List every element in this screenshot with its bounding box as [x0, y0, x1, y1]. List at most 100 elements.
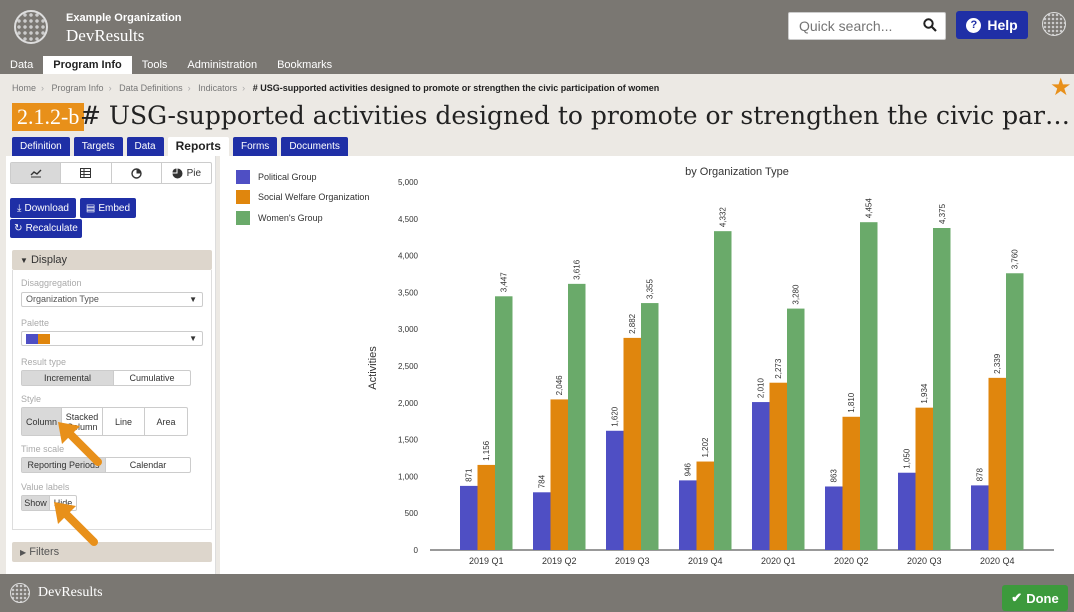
recalculate-button[interactable]: ↻ Recalculate — [10, 219, 82, 238]
tab-targets[interactable]: Targets — [73, 137, 123, 156]
breadcrumb: Home › Program Info › Data Definitions › In… — [12, 83, 660, 93]
bar-value-label: 784 — [538, 474, 547, 488]
legend-label: Political Group — [258, 172, 317, 182]
palette-swatch-orange — [38, 334, 50, 345]
bar-value-label: 2,339 — [993, 353, 1002, 374]
download-button[interactable]: ⤓ Download — [10, 198, 76, 218]
tab-data[interactable]: Data — [126, 137, 164, 156]
chart-type-line-button[interactable] — [11, 163, 62, 183]
quick-search-input[interactable] — [789, 13, 909, 39]
result-type-incremental[interactable]: Incremental — [22, 371, 114, 385]
help-button[interactable]: ? Help — [956, 11, 1028, 39]
search-icon[interactable] — [923, 18, 937, 32]
bar[interactable] — [988, 377, 1007, 550]
org-name: Example Organization — [66, 12, 182, 24]
style-area[interactable]: Area — [156, 416, 176, 427]
embed-label: Embed — [98, 202, 131, 214]
bar[interactable] — [898, 472, 916, 550]
bar-value-label: 1,810 — [847, 392, 856, 413]
legend-item-political-group[interactable]: Political Group — [236, 170, 317, 184]
result-type-cumulative[interactable]: Cumulative — [129, 373, 175, 383]
bar[interactable] — [606, 430, 624, 550]
bar[interactable] — [1006, 273, 1024, 550]
bar[interactable] — [641, 303, 659, 550]
bar[interactable] — [933, 228, 951, 550]
refresh-icon: ↻ — [14, 223, 23, 234]
time-scale-calendar[interactable]: Calendar — [129, 460, 167, 470]
tab-forms[interactable]: Forms — [232, 137, 278, 156]
bar[interactable] — [860, 222, 878, 550]
tab-documents[interactable]: Documents — [281, 137, 348, 156]
bar-value-label: 1,934 — [920, 383, 929, 404]
done-label: Done — [1026, 590, 1059, 606]
value-labels-show[interactable]: Show — [22, 496, 50, 510]
done-button[interactable]: ✔ Done — [1002, 585, 1068, 611]
y-tick-label: 1,500 — [398, 436, 419, 445]
time-scale-reporting-periods[interactable]: Reporting Periods — [22, 458, 106, 472]
breadcrumb-home[interactable]: Home — [12, 83, 37, 93]
nav-bookmarks[interactable]: Bookmarks — [277, 59, 333, 71]
chart-type-table-button[interactable] — [61, 163, 112, 183]
x-tick-label: 2019 Q2 — [542, 556, 577, 566]
disaggregation-label: Disaggregation — [21, 278, 82, 288]
nav-administration[interactable]: Administration — [187, 59, 258, 71]
bar[interactable] — [842, 416, 861, 550]
bar[interactable] — [568, 283, 586, 550]
star-icon[interactable]: ★ — [1050, 74, 1072, 101]
style-stacked-column[interactable]: Stacked Column — [62, 408, 103, 435]
style-line[interactable]: Line — [103, 408, 145, 435]
globe-icon[interactable] — [1042, 12, 1066, 36]
time-scale-label: Time scale — [21, 444, 65, 454]
caret-down-icon: ▼ — [189, 334, 197, 343]
bar[interactable] — [915, 407, 934, 550]
breadcrumb-data-definitions[interactable]: Data Definitions — [119, 83, 183, 93]
nav-tools[interactable]: Tools — [141, 59, 168, 71]
indicator-tabs: Definition Targets Data Reports Forms Do… — [12, 137, 348, 156]
legend-item-womens-group[interactable]: Women's Group — [236, 211, 323, 225]
filters-label: Filters — [29, 546, 60, 558]
legend-item-social-welfare[interactable]: Social Welfare Organization — [236, 190, 370, 204]
nav-data[interactable]: Data — [10, 59, 34, 71]
quick-search[interactable] — [788, 12, 946, 40]
bar-value-label: 2,046 — [555, 375, 564, 396]
bar[interactable] — [477, 464, 496, 550]
bar[interactable] — [825, 486, 843, 550]
bar[interactable] — [787, 308, 805, 550]
bar[interactable] — [533, 492, 551, 550]
bar[interactable] — [971, 485, 989, 550]
nav-program-info[interactable]: Program Info — [43, 56, 132, 74]
bar[interactable] — [752, 402, 770, 550]
breadcrumb-current: # USG-supported activities designed to p… — [252, 83, 660, 93]
legend-label: Social Welfare Organization — [258, 192, 370, 202]
tab-reports[interactable]: Reports — [167, 137, 229, 156]
bar[interactable] — [623, 337, 642, 550]
bar[interactable] — [495, 296, 513, 550]
bar-value-label: 3,447 — [500, 272, 509, 293]
chart-type-map-button[interactable] — [112, 163, 162, 183]
bar[interactable] — [769, 382, 788, 550]
result-type-label: Result type — [21, 357, 67, 367]
palette-select[interactable]: ▼ — [21, 331, 203, 346]
x-tick-label: 2019 Q1 — [469, 556, 504, 566]
org-logo-icon[interactable] — [14, 10, 48, 44]
style-column[interactable]: Column — [22, 408, 62, 435]
compass-icon — [130, 167, 142, 179]
result-type-toggle: Incremental Cumulative — [21, 370, 191, 386]
embed-button[interactable]: ▤ Embed — [80, 198, 136, 218]
chart-type-pie-button[interactable]: Pie — [162, 163, 211, 183]
bar[interactable] — [696, 461, 715, 550]
disaggregation-select[interactable]: Organization Type ▼ — [21, 292, 203, 307]
filters-section-header[interactable]: ▶ Filters — [12, 542, 212, 562]
tab-definition[interactable]: Definition — [12, 137, 70, 156]
bar[interactable] — [679, 480, 697, 550]
bar[interactable] — [550, 399, 569, 550]
display-section-header[interactable]: ▼ Display — [12, 250, 212, 270]
breadcrumb-program-info[interactable]: Program Info — [51, 83, 104, 93]
arrow-annotation-style — [58, 422, 102, 466]
app-name: DevResults — [66, 26, 145, 45]
breadcrumb-indicators[interactable]: Indicators — [198, 83, 238, 93]
bar[interactable] — [714, 231, 732, 550]
bar-value-label: 3,616 — [573, 259, 582, 280]
value-labels-hide[interactable]: Hide — [53, 498, 73, 508]
bar[interactable] — [460, 485, 478, 550]
